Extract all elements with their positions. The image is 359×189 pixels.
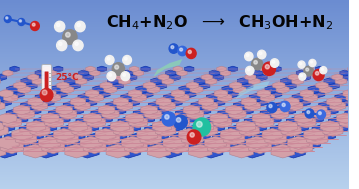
Circle shape [298, 61, 305, 68]
Circle shape [269, 105, 272, 108]
Circle shape [318, 112, 321, 115]
Circle shape [320, 67, 327, 74]
Circle shape [180, 48, 183, 51]
Circle shape [299, 62, 302, 65]
Circle shape [263, 62, 276, 75]
Circle shape [19, 20, 22, 22]
Circle shape [6, 17, 8, 19]
Circle shape [313, 69, 324, 81]
Circle shape [178, 46, 187, 56]
Circle shape [315, 71, 319, 75]
Circle shape [73, 40, 83, 51]
Polygon shape [153, 59, 182, 77]
Circle shape [254, 60, 257, 64]
Circle shape [188, 50, 191, 53]
Circle shape [317, 110, 326, 119]
Circle shape [246, 66, 254, 75]
Circle shape [307, 111, 310, 114]
FancyBboxPatch shape [42, 64, 51, 95]
Circle shape [300, 74, 303, 77]
Circle shape [109, 73, 112, 76]
Circle shape [280, 101, 290, 112]
Circle shape [107, 57, 110, 60]
Circle shape [270, 59, 279, 67]
Circle shape [176, 118, 181, 122]
Circle shape [125, 57, 127, 60]
Circle shape [321, 68, 323, 70]
Circle shape [272, 60, 275, 63]
Circle shape [310, 61, 313, 63]
Circle shape [112, 63, 125, 75]
Circle shape [31, 22, 39, 30]
Circle shape [75, 21, 85, 32]
Circle shape [105, 56, 114, 64]
Circle shape [265, 65, 269, 69]
Circle shape [123, 56, 131, 64]
Circle shape [75, 42, 78, 46]
Circle shape [174, 115, 187, 129]
Circle shape [299, 73, 306, 80]
Circle shape [4, 15, 11, 22]
Polygon shape [236, 81, 270, 99]
Circle shape [190, 133, 194, 137]
Circle shape [32, 23, 35, 26]
Circle shape [57, 40, 67, 51]
Circle shape [42, 90, 47, 95]
Circle shape [171, 46, 174, 49]
Circle shape [59, 42, 62, 46]
Circle shape [282, 103, 285, 107]
Circle shape [305, 109, 314, 118]
Circle shape [162, 112, 176, 126]
Circle shape [252, 58, 263, 70]
Circle shape [40, 88, 53, 101]
Circle shape [165, 115, 169, 119]
Circle shape [187, 130, 201, 144]
Circle shape [115, 65, 118, 69]
Circle shape [193, 118, 210, 136]
Circle shape [304, 66, 313, 76]
Circle shape [245, 52, 253, 61]
Circle shape [258, 50, 266, 59]
Circle shape [309, 59, 316, 67]
Circle shape [121, 72, 130, 81]
Circle shape [267, 102, 277, 113]
FancyBboxPatch shape [45, 71, 48, 92]
Circle shape [247, 68, 250, 71]
Circle shape [57, 23, 60, 27]
Circle shape [246, 54, 249, 57]
Circle shape [77, 23, 80, 27]
Circle shape [186, 48, 196, 59]
Circle shape [63, 30, 77, 44]
Circle shape [169, 44, 178, 53]
Circle shape [306, 68, 309, 71]
Text: CH$_4$+N$_2$O  $\longrightarrow$  CH$_3$OH+N$_2$: CH$_4$+N$_2$O $\longrightarrow$ CH$_3$OH… [106, 13, 333, 32]
Circle shape [197, 121, 202, 127]
Circle shape [259, 52, 262, 55]
Circle shape [123, 73, 126, 76]
Circle shape [66, 33, 70, 37]
Circle shape [107, 72, 116, 81]
Circle shape [18, 19, 25, 26]
Circle shape [55, 21, 65, 32]
Text: 25°C: 25°C [55, 74, 79, 83]
